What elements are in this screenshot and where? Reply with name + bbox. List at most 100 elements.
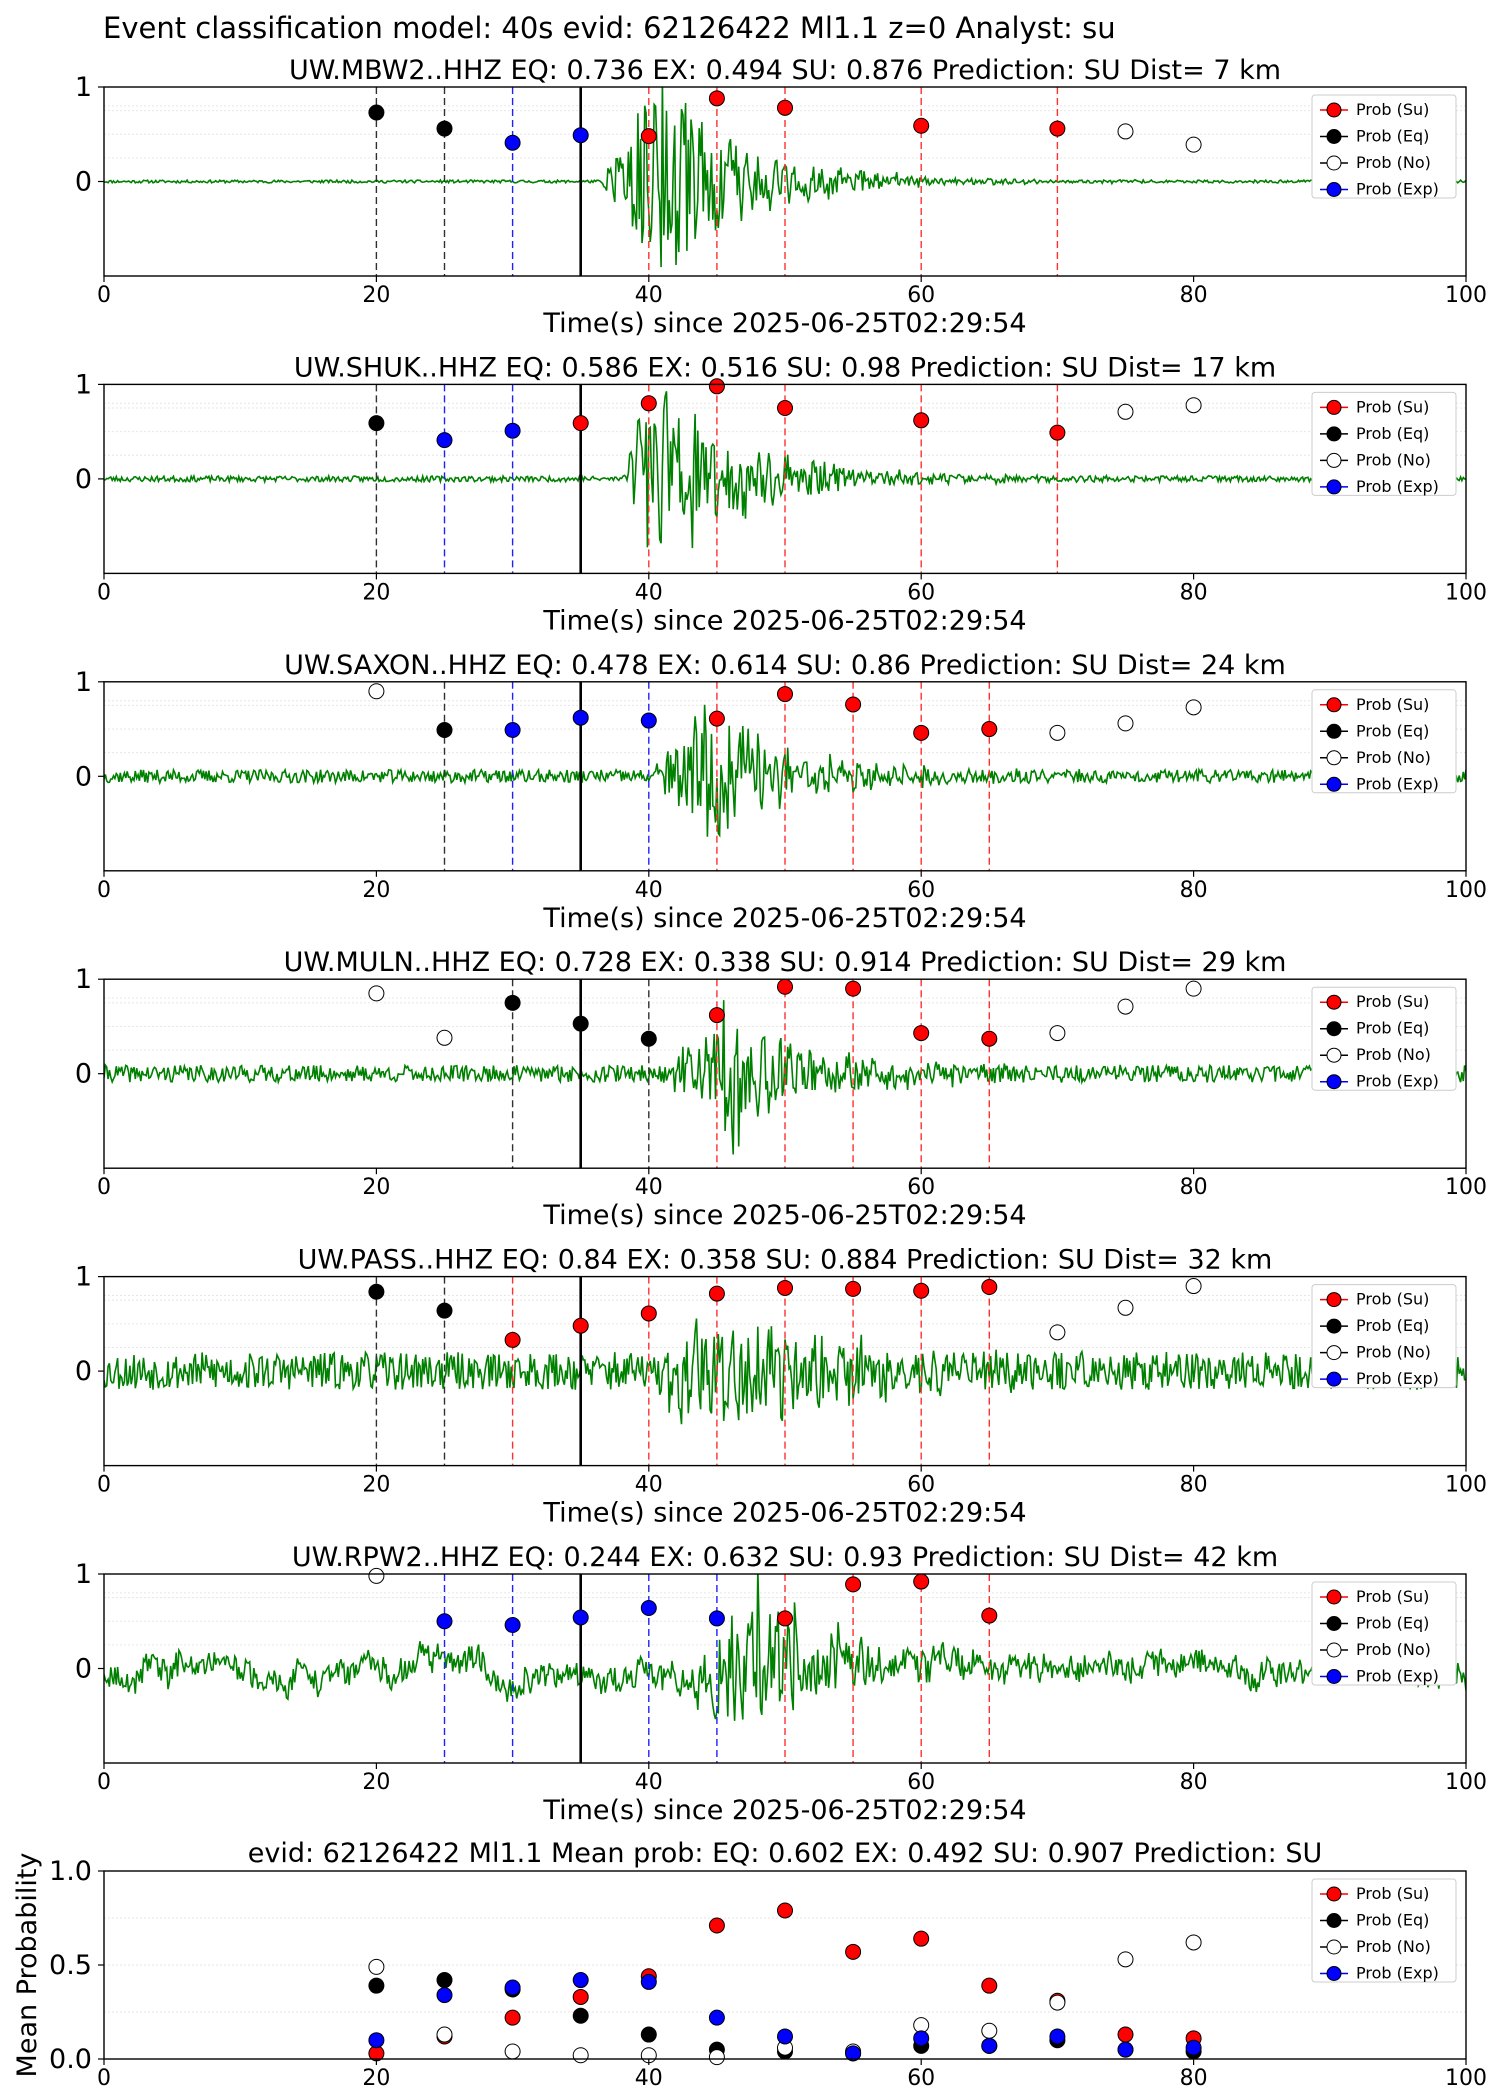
- mean-point-su: [1117, 2026, 1134, 2043]
- mean-point-eq: [436, 1972, 453, 1989]
- y-tick-label: 0: [75, 464, 92, 495]
- prob-point-su: [777, 978, 793, 995]
- y-tick-label: 0.0: [49, 2044, 92, 2075]
- prob-point-su: [981, 1030, 998, 1047]
- legend-label: Prob (Su): [1356, 992, 1429, 1011]
- y-tick-label: 0: [75, 1059, 92, 1090]
- legend-marker: [1326, 155, 1342, 171]
- x-tick-label: 20: [362, 2066, 390, 2091]
- prob-point-exp: [572, 1609, 589, 1626]
- prob-point-eq: [368, 1283, 385, 1300]
- x-tick-label: 80: [1180, 1770, 1208, 1795]
- legend-box: [1311, 1284, 1457, 1389]
- mean-point-no: [572, 2047, 589, 2064]
- legend-box: [1311, 1878, 1457, 1983]
- prob-point-no: [368, 1567, 385, 1584]
- legend-marker: [1326, 1345, 1342, 1361]
- legend-label: Prob (No): [1356, 748, 1431, 767]
- legend-marker: [1326, 1047, 1342, 1063]
- legend-label: Prob (No): [1356, 1937, 1431, 1956]
- mean-point-exp: [777, 2028, 793, 2045]
- prob-point-su: [504, 1331, 521, 1348]
- x-tick-label: 100: [1445, 1770, 1487, 1795]
- legend-marker: [1326, 1886, 1342, 1902]
- prob-point-su: [845, 1280, 862, 1297]
- mean-point-exp: [981, 2037, 998, 2054]
- x-tick-label: 40: [635, 1473, 663, 1498]
- y-tick-label: 1: [75, 369, 92, 400]
- prob-point-exp: [572, 709, 589, 726]
- mean-point-exp: [845, 2045, 862, 2062]
- x-axis-label: Time(s) since 2025-06-25T02:29:54: [542, 308, 1026, 339]
- x-tick-label: 60: [907, 2066, 935, 2091]
- mean-point-exp: [913, 2030, 930, 2047]
- prob-point-no: [436, 1029, 453, 1046]
- prob-point-exp: [504, 422, 521, 439]
- x-tick-label: 40: [635, 1175, 663, 1200]
- x-tick-label: 80: [1180, 580, 1208, 605]
- prob-point-exp: [708, 1610, 725, 1627]
- prob-point-eq: [368, 104, 385, 121]
- prob-point-su: [640, 395, 657, 412]
- prob-point-su: [1049, 424, 1066, 441]
- legend-marker: [1326, 723, 1342, 739]
- mean-point-su: [913, 1930, 930, 1947]
- prob-point-exp: [572, 127, 589, 144]
- legend-box: [1311, 94, 1457, 199]
- legend-marker: [1326, 1292, 1342, 1308]
- prob-point-no: [1117, 715, 1134, 732]
- legend-label: Prob (Eq): [1356, 1316, 1429, 1335]
- x-axis-label: Time(s) since 2025-06-25T02:29:54: [542, 1795, 1026, 1826]
- mean-point-no: [981, 2022, 998, 2039]
- waveform-trace: [104, 1574, 1466, 1721]
- legend-label: Prob (Exp): [1356, 774, 1439, 793]
- prob-point-su: [777, 1279, 793, 1296]
- x-tick-label: 100: [1445, 283, 1487, 308]
- legend-marker: [1326, 1913, 1342, 1928]
- prob-point-eq: [640, 1030, 657, 1047]
- x-tick-label: 100: [1445, 2066, 1487, 2091]
- legend-label: Prob (No): [1356, 450, 1431, 469]
- x-tick-label: 20: [362, 580, 390, 605]
- prob-point-su: [777, 686, 793, 703]
- prob-point-su: [708, 1285, 725, 1302]
- x-tick-label: 20: [362, 878, 390, 903]
- mean-point-no: [368, 1958, 385, 1975]
- legend-marker: [1326, 697, 1342, 713]
- x-tick-label: 60: [907, 1770, 935, 1795]
- prob-point-exp: [504, 134, 521, 151]
- x-tick-label: 60: [907, 580, 935, 605]
- prob-point-exp: [436, 432, 453, 449]
- x-axis-label: Time(s) since 2025-06-25T02:29:54: [542, 1498, 1026, 1529]
- prob-point-no: [1049, 1324, 1066, 1341]
- x-tick-label: 100: [1445, 580, 1487, 605]
- mean-point-exp: [1117, 2041, 1134, 2058]
- prob-point-eq: [504, 994, 521, 1011]
- x-tick-label: 40: [635, 2066, 663, 2091]
- y-axis-label: Mean Probability: [12, 1853, 43, 2078]
- prob-point-no: [1117, 998, 1134, 1015]
- x-tick-label: 0: [97, 580, 111, 605]
- mean-point-su: [845, 1943, 862, 1960]
- x-tick-label: 0: [97, 2066, 111, 2091]
- legend-marker: [1326, 776, 1342, 792]
- panel-title: UW.RPW2..HHZ EQ: 0.244 EX: 0.632 SU: 0.9…: [292, 1542, 1278, 1573]
- panel-title: evid: 62126422 Ml1.1 Mean prob: EQ: 0.60…: [248, 1838, 1323, 1869]
- legend-marker: [1326, 1616, 1342, 1631]
- x-tick-label: 40: [635, 580, 663, 605]
- x-tick-label: 80: [1180, 878, 1208, 903]
- prob-point-su: [981, 1278, 998, 1295]
- legend-marker: [1326, 102, 1342, 118]
- x-tick-label: 40: [635, 1770, 663, 1795]
- legend-label: Prob (Su): [1356, 397, 1429, 416]
- x-tick-label: 100: [1445, 1473, 1487, 1498]
- station-panel: UW.SAXON..HHZ EQ: 0.478 EX: 0.614 SU: 0.…: [75, 650, 1487, 934]
- mean-point-eq: [640, 2026, 657, 2043]
- prob-point-exp: [436, 1613, 453, 1630]
- prob-point-su: [777, 99, 793, 116]
- prob-point-no: [1049, 724, 1066, 741]
- y-tick-label: 1: [75, 964, 92, 995]
- x-axis-label: Time(s) since 2025-06-25T02:29:54: [542, 903, 1026, 934]
- legend-box: [1311, 1581, 1457, 1686]
- y-tick-label: 1: [75, 72, 92, 103]
